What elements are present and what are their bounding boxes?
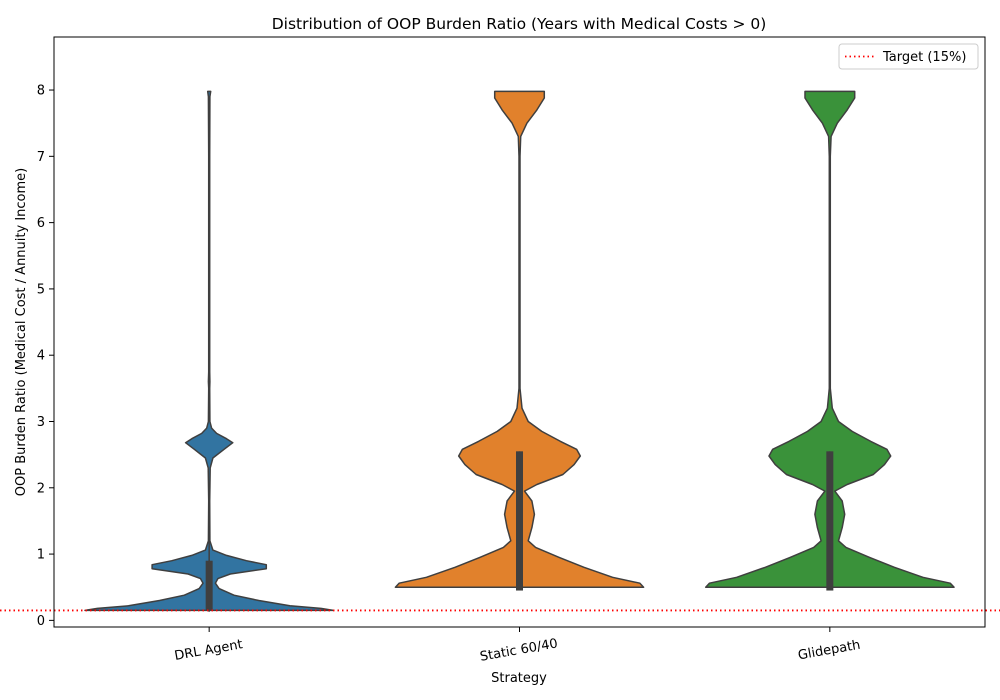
y-tick-label: 0 xyxy=(37,614,45,629)
violin-iqr-box xyxy=(516,451,523,591)
y-axis-label: OOP Burden Ratio (Medical Cost / Annuity… xyxy=(14,168,29,496)
y-tick-label: 5 xyxy=(37,282,45,297)
y-tick-label: 8 xyxy=(37,84,45,99)
y-tick-label: 2 xyxy=(37,481,45,496)
x-axis: DRL Agent Static 60/40 Glidepath xyxy=(173,627,862,665)
violin-iqr-box xyxy=(826,451,834,591)
y-tick-label: 6 xyxy=(37,216,45,231)
y-tick-label: 1 xyxy=(37,548,45,563)
legend-box xyxy=(838,43,979,70)
violin-drl-agent xyxy=(84,90,335,612)
x-axis-label: Strategy xyxy=(491,671,547,686)
violin-glidepath xyxy=(704,90,955,591)
violin-static-60-40 xyxy=(394,90,645,591)
violin-body xyxy=(84,90,335,612)
violin-iqr-box xyxy=(205,560,213,611)
x-tick-label: Glidepath xyxy=(797,638,862,664)
legend-target-label: Target (15%) xyxy=(882,50,966,65)
y-tick-label: 4 xyxy=(37,349,45,364)
legend: Target (15%) xyxy=(838,43,979,70)
y-tick-label: 7 xyxy=(37,150,45,165)
x-tick-label: DRL Agent xyxy=(173,637,243,664)
y-axis: 0 1 2 3 4 5 6 7 8 xyxy=(37,84,54,629)
x-tick-label: Static 60/40 xyxy=(479,636,559,664)
chart-title: Distribution of OOP Burden Ratio (Years … xyxy=(272,15,767,33)
violin-body xyxy=(704,90,955,588)
y-tick-label: 3 xyxy=(37,415,45,430)
plot-area xyxy=(0,90,1000,612)
violin-body xyxy=(394,90,645,588)
